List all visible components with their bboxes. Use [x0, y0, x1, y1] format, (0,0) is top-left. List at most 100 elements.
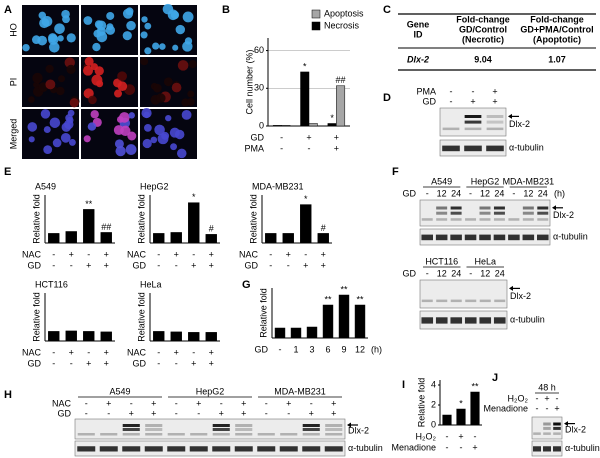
condition-label: Menadione	[483, 403, 528, 413]
condition-value: 12	[523, 188, 533, 198]
band	[435, 234, 448, 241]
bar	[274, 327, 286, 339]
condition-value: 24	[451, 268, 461, 278]
nucleus	[90, 110, 99, 119]
table-cell: Dlx-2	[407, 54, 429, 64]
condition-label: GD	[133, 358, 147, 368]
band	[464, 317, 477, 324]
chart-title: A549	[35, 181, 56, 191]
bar	[65, 231, 77, 244]
nucleus	[96, 20, 107, 31]
condition-label: GD	[403, 188, 417, 198]
panel-letter: B	[222, 4, 230, 16]
condition-value: -	[269, 260, 272, 270]
condition-value: -	[546, 403, 549, 413]
condition-value: -	[70, 260, 73, 270]
condition-value: -	[85, 398, 88, 408]
nucleus	[93, 29, 102, 38]
condition-value: -	[426, 268, 429, 278]
band	[257, 446, 276, 452]
condition-value: -	[512, 188, 515, 198]
nucleus	[144, 22, 152, 30]
band	[553, 426, 561, 430]
band	[421, 234, 433, 241]
band	[537, 211, 549, 215]
condition-value: 12	[437, 188, 447, 198]
nucleus	[45, 79, 56, 90]
condition-value: -	[556, 393, 559, 403]
nucleus	[177, 60, 189, 71]
condition-value: +	[86, 358, 91, 368]
condition-value: -	[310, 398, 313, 408]
condition-value: +	[241, 408, 246, 418]
condition-value: -	[279, 344, 282, 354]
nucleus	[114, 89, 123, 98]
band-label: Dlx-2	[553, 210, 574, 220]
table-header: ID	[414, 29, 424, 39]
condition-label: PMA	[416, 86, 436, 96]
condition-value: -	[304, 249, 307, 259]
bar	[188, 202, 200, 244]
nucleus	[32, 72, 43, 84]
condition-value: +	[106, 398, 111, 408]
band-label: Dlx-2	[565, 425, 586, 435]
condition-value: +	[309, 408, 314, 418]
condition-value: -	[536, 393, 539, 403]
nucleus	[150, 136, 158, 144]
band	[257, 433, 275, 436]
band	[325, 424, 343, 427]
nucleus	[159, 43, 166, 50]
condition-value: -	[52, 347, 55, 357]
nucleus	[114, 139, 124, 149]
legend-swatch	[311, 9, 321, 19]
band	[486, 145, 504, 152]
condition-value: -	[175, 358, 178, 368]
condition-value: +	[544, 393, 549, 403]
bar	[317, 233, 329, 244]
condition-value: 24	[495, 268, 505, 278]
significance-mark: **	[471, 381, 479, 391]
condition-label: GD	[403, 268, 417, 278]
table-header: Gene	[407, 19, 430, 29]
legend-swatch	[311, 21, 321, 31]
band	[486, 120, 504, 124]
chart-title: HCT116	[35, 279, 68, 289]
band	[167, 433, 185, 436]
condition-value: -	[85, 408, 88, 418]
nucleus	[126, 20, 136, 31]
nucleus	[54, 23, 65, 34]
bar	[290, 327, 302, 339]
band	[421, 299, 433, 303]
condition-label: NAC	[22, 347, 42, 357]
band	[553, 446, 561, 452]
condition-label: GD	[255, 344, 269, 354]
condition-value: 24	[451, 188, 461, 198]
band	[279, 446, 298, 452]
band	[493, 211, 505, 215]
band	[486, 115, 504, 118]
table-cell: 9.04	[474, 54, 492, 64]
nucleus	[91, 74, 103, 86]
nucleus	[125, 144, 137, 155]
condition-value: -	[87, 347, 90, 357]
significance-mark: ##	[101, 222, 111, 232]
y-tick-label: 4	[431, 379, 436, 389]
nucleus	[48, 34, 59, 45]
nucleus	[128, 112, 135, 119]
bar	[170, 232, 182, 244]
band	[522, 218, 534, 221]
band	[190, 433, 208, 436]
group-label: A549	[431, 176, 452, 186]
nucleus	[49, 117, 61, 128]
bar	[65, 330, 77, 342]
bar	[470, 391, 480, 426]
condition-value: -	[308, 143, 311, 153]
nucleus	[67, 109, 75, 117]
nucleus	[116, 116, 124, 123]
nucleus	[60, 132, 71, 143]
band-label: Dlx-2	[509, 119, 530, 129]
condition-value: +	[209, 347, 214, 357]
condition-value: -	[269, 249, 272, 259]
band	[325, 433, 343, 436]
band-label: α-tubulin	[565, 443, 600, 453]
